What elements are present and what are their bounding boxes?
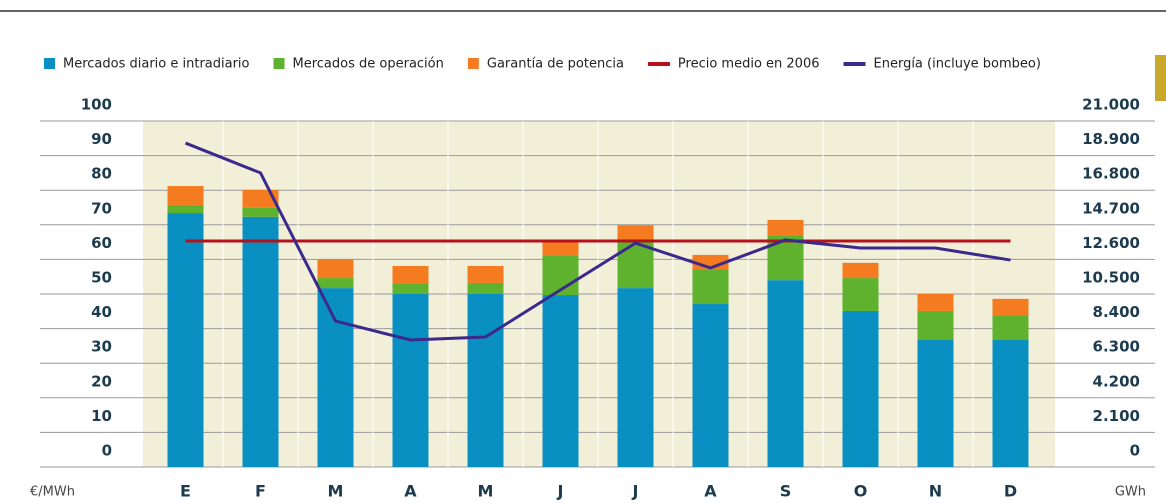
y-tick-label: 20 (91, 372, 112, 390)
bar-segment (317, 278, 354, 289)
bar-segment (617, 288, 654, 467)
y-tick-label: 40 (91, 303, 112, 321)
y-tick-label: 80 (91, 165, 112, 183)
bar-segment (842, 262, 879, 279)
x-tick-label: M (478, 482, 494, 501)
y-tick-label: 0 (102, 442, 112, 460)
y-axis-label: €/MWh (30, 485, 75, 500)
x-tick-label: M (328, 482, 344, 501)
bar-segment (842, 310, 879, 467)
bar-segment (992, 298, 1029, 316)
y2-tick-label: 8.400 (1093, 303, 1140, 321)
y2-tick-label: 18.900 (1082, 130, 1140, 148)
x-tick-label: N (929, 482, 942, 501)
x-tick-label: D (1004, 482, 1017, 501)
x-tick-label: A (404, 482, 417, 501)
y2-tick-label: 6.300 (1093, 338, 1140, 356)
y2-tick-label: 4.200 (1093, 372, 1140, 390)
y2-tick-label: 14.700 (1082, 199, 1140, 217)
y-tick-label: 10 (91, 407, 112, 425)
x-tick-label: A (704, 482, 717, 501)
legend-swatch (273, 58, 285, 69)
legend-swatch (843, 62, 866, 66)
bar-segment (767, 280, 804, 467)
bar-segment (392, 294, 429, 467)
bar-segment (917, 340, 954, 467)
bar-segment (917, 310, 954, 341)
x-tick-label: O (854, 482, 868, 501)
legend-label: Precio medio en 2006 (678, 57, 820, 72)
y-tick-label: 30 (91, 338, 112, 356)
line-series (184, 141, 1011, 342)
legend-label: Mercados de operación (293, 57, 444, 72)
bar-segment (242, 207, 279, 217)
bar-segment (692, 269, 729, 305)
bar-segment (542, 295, 579, 467)
legend-swatch (467, 58, 479, 69)
bar-segment (467, 265, 504, 283)
x-tick-label: J (632, 482, 639, 501)
bar-segment (992, 340, 1029, 467)
legend-label: Garantía de potencia (487, 57, 624, 72)
accent-bar (1155, 55, 1166, 101)
y2-tick-label: 21.000 (1082, 96, 1140, 114)
y2-tick-label: 10.500 (1082, 269, 1140, 287)
bar-segment (167, 213, 204, 467)
y2-tick-label: 0 (1130, 442, 1140, 460)
bar-segment (467, 294, 504, 467)
bar-segment (617, 225, 654, 241)
legend-label: Energía (incluye bombeo) (874, 57, 1041, 72)
bar-segment (467, 282, 504, 294)
y-tick-label: 60 (91, 234, 112, 252)
x-tick-label: E (180, 482, 191, 501)
x-tick-label: F (255, 482, 266, 501)
y2-axis-label: GWh (1115, 485, 1146, 500)
y-tick-label: 100 (81, 96, 112, 114)
bar-segment (317, 288, 354, 467)
legend-label: Mercados diario e intradiario (63, 57, 250, 72)
y2-tick-label: 2.100 (1093, 407, 1140, 425)
y2-tick-label: 12.600 (1082, 234, 1140, 252)
bar-segment (242, 216, 279, 467)
legend-swatch (44, 58, 55, 69)
bar-segment (167, 186, 204, 206)
bar-segment (767, 219, 804, 236)
bar-segment (242, 189, 279, 208)
legend-swatch (647, 62, 670, 66)
bar-segment (392, 265, 429, 284)
bar-segment (392, 283, 429, 294)
bar-segment (317, 259, 354, 279)
y2-tick-label: 16.800 (1082, 165, 1140, 183)
bar-segment (167, 205, 204, 214)
x-tick-label: S (780, 482, 792, 501)
y-tick-label: 70 (91, 199, 112, 217)
bar-segment (992, 315, 1029, 341)
bar-segment (842, 278, 879, 311)
bar-segment (692, 304, 729, 467)
bar-segment (917, 294, 954, 311)
y-tick-label: 50 (91, 269, 112, 287)
x-tick-label: J (557, 482, 564, 501)
y-tick-label: 90 (91, 130, 112, 148)
bar-segment (542, 240, 579, 256)
